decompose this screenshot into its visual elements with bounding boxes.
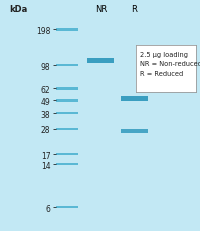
Text: 2.5 µg loading
NR = Non-reduced
R = Reduced: 2.5 µg loading NR = Non-reduced R = Redu…	[140, 52, 200, 77]
Text: NR: NR	[95, 5, 107, 14]
Text: kDa: kDa	[9, 6, 27, 14]
Text: R: R	[131, 5, 137, 14]
